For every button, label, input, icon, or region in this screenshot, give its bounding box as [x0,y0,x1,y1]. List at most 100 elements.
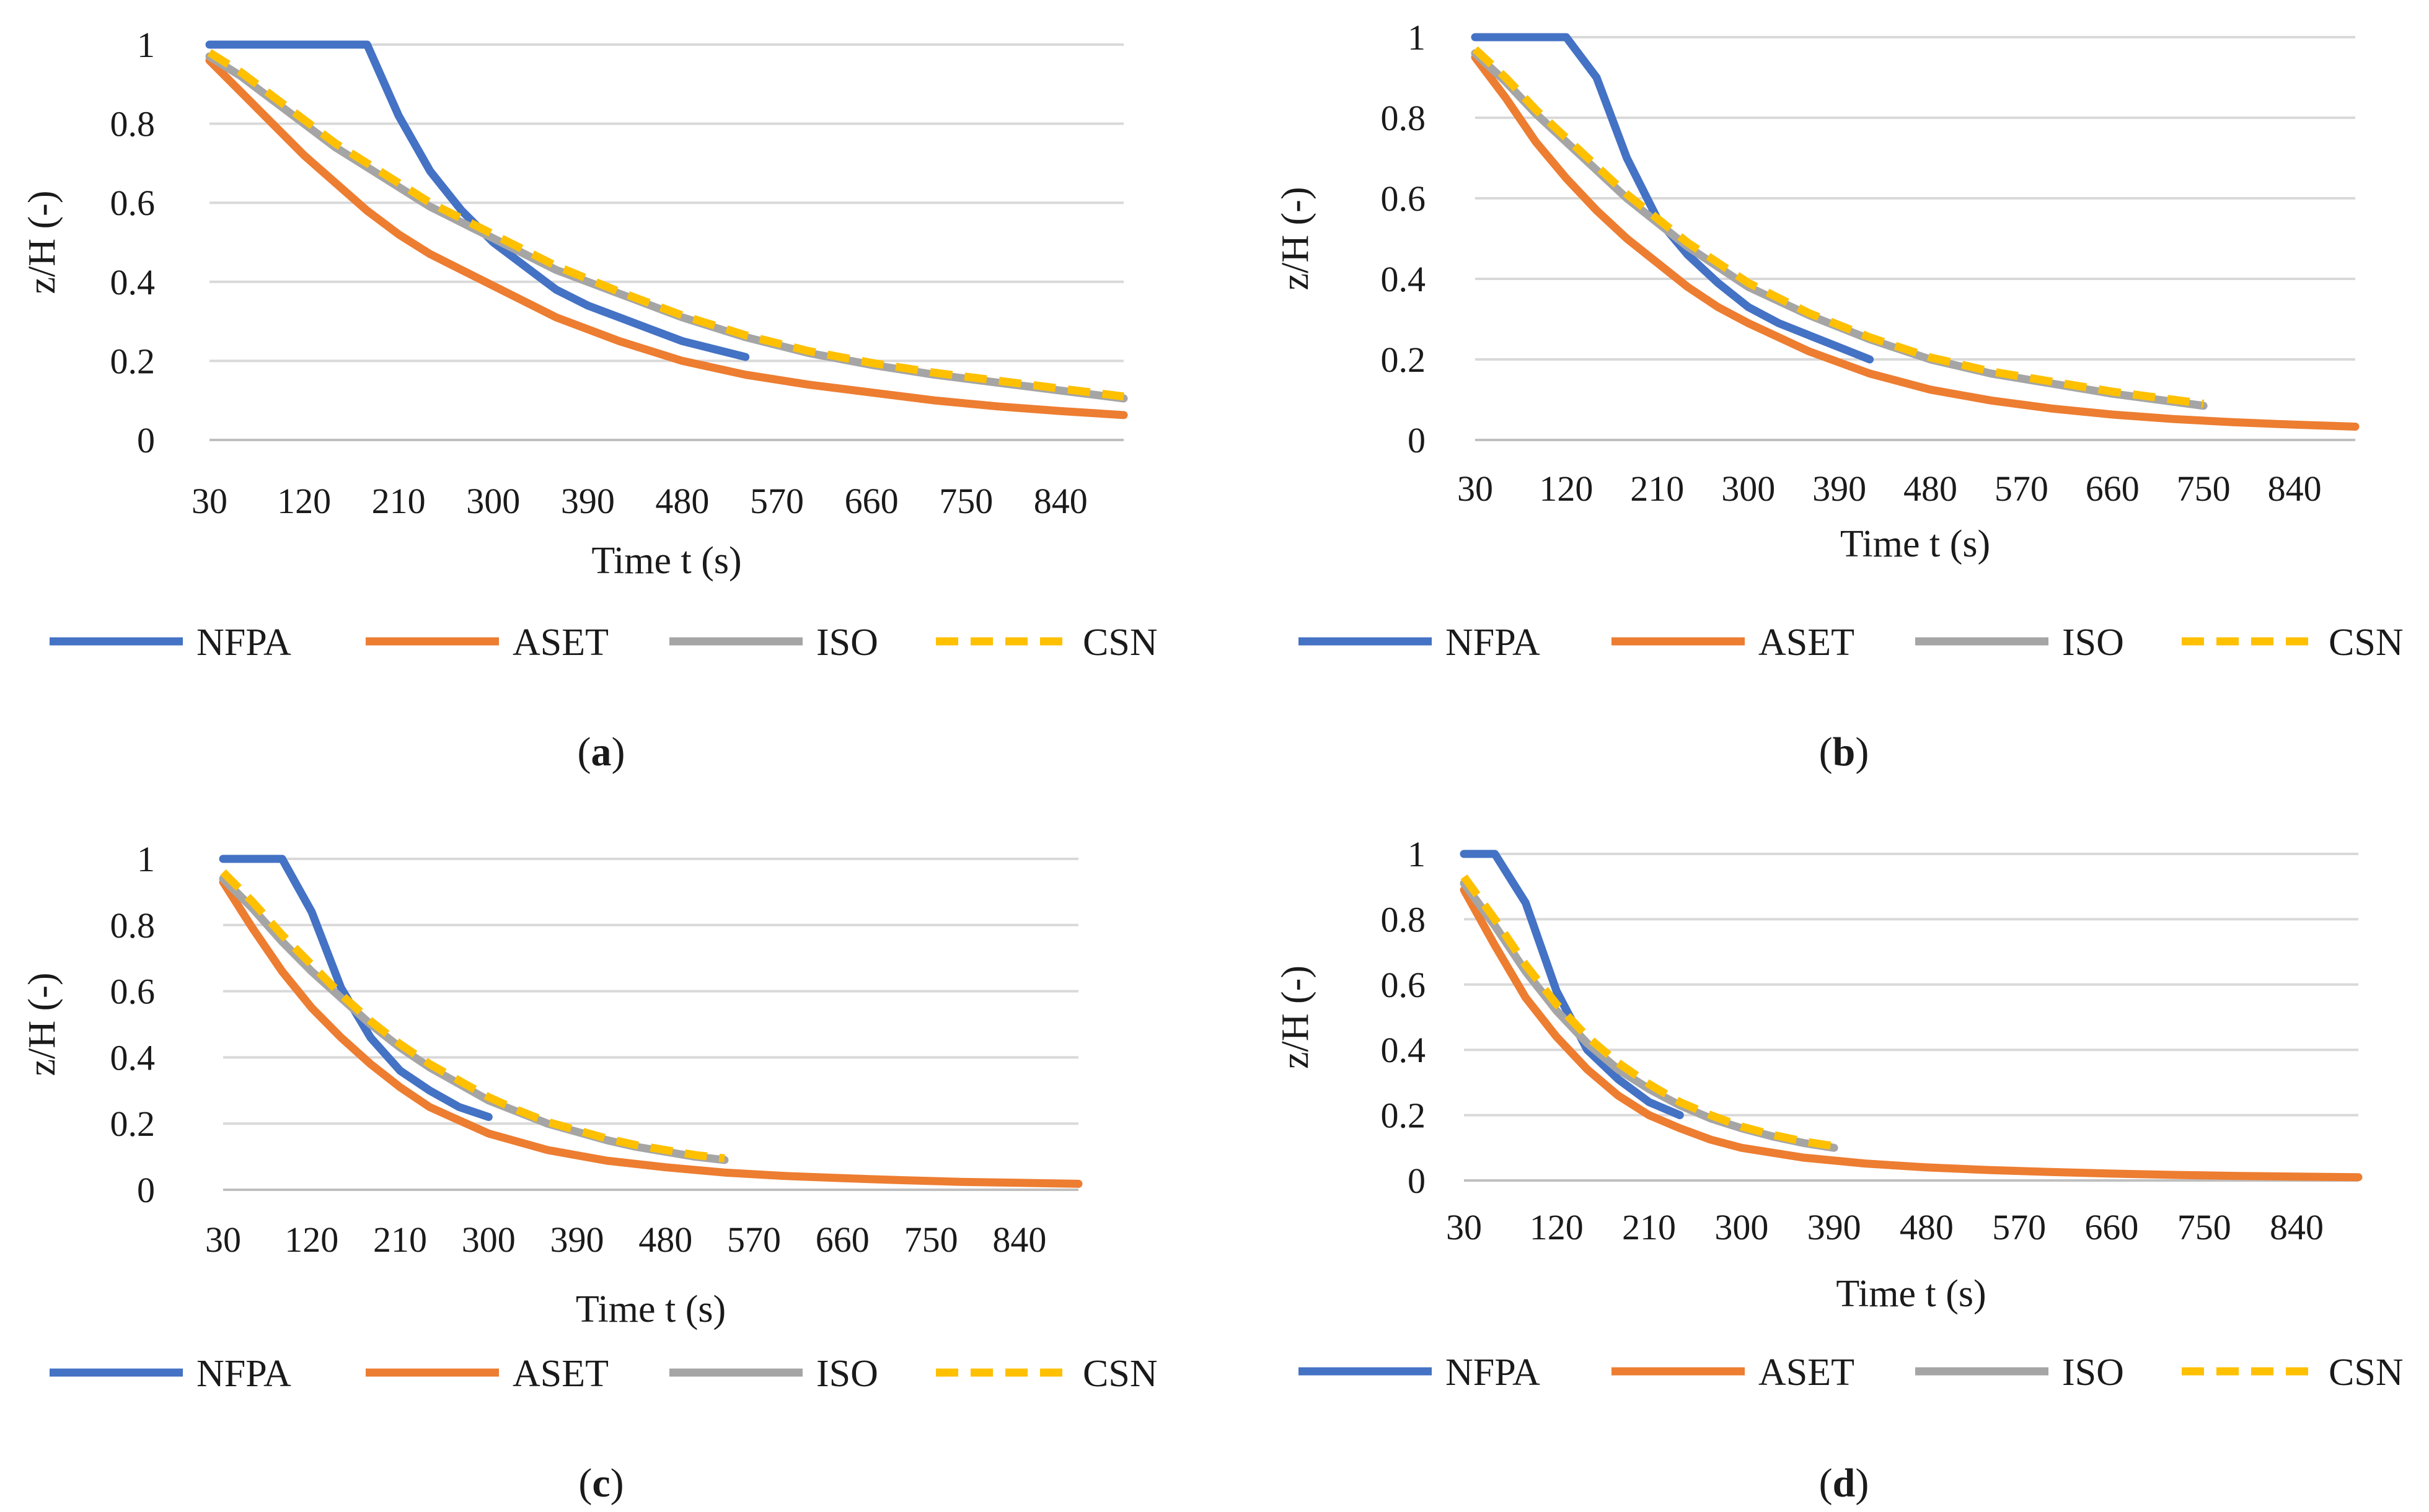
panel-label: (d) [1819,1461,1869,1506]
y-tick-label: 1 [1408,17,1426,58]
y-tick-label: 0.8 [1381,98,1426,138]
x-tick-label: 210 [1622,1207,1676,1247]
y-tick-label: 0.6 [110,972,156,1012]
y-tick-label: 0 [1408,1161,1426,1201]
panel-label: (a) [578,729,625,775]
legend-label-nfpa: NFPA [1445,1352,1540,1394]
series-line-aset [1471,53,2360,431]
panel-label-paren-open: ( [578,729,591,775]
x-tick-label: 480 [655,481,709,521]
y-tick-label: 0.8 [1381,899,1426,939]
legend-label-aset: ASET [1758,1352,1854,1394]
y-tick-label: 0.4 [1381,1030,1426,1070]
legend-label-aset: ASET [1758,622,1854,664]
x-tick-label: 660 [845,481,899,521]
y-axis-title: z/H (-) [21,191,63,294]
x-tick-label: 300 [1721,468,1775,509]
panel-label-paren-close: ) [611,1461,624,1506]
y-tick-label: 0.2 [1381,1096,1426,1136]
y-tick-label: 0.2 [110,1104,156,1144]
x-tick-label: 750 [904,1220,958,1260]
x-axis-title: Time t (s) [576,1288,726,1330]
x-tick-label: 660 [2086,468,2140,509]
x-tick-label: 840 [2268,468,2322,509]
x-axis-title: Time t (s) [591,540,741,582]
x-tick-label: 480 [638,1220,692,1260]
y-axis-title: z/H (-) [1274,187,1316,291]
panel-label-paren-close: ) [1855,1461,1869,1506]
chart-panel-c: 0 0.2 0.4 0.6 0.8 1 30 120 210 300 390 480 570 660 750… [21,839,1158,1506]
x-tick-label: 30 [192,481,227,521]
legend-label-nfpa: NFPA [1445,622,1540,664]
x-tick-label: 390 [1807,1207,1861,1247]
legend-label-iso: ISO [2062,622,2124,664]
legend: NFPA ASET ISO CSN [50,1353,1158,1395]
x-tick-label: 660 [816,1220,870,1260]
x-tick-label: 120 [1539,468,1593,509]
series-line-aset [219,877,1083,1188]
x-tick-label: 120 [1530,1207,1584,1247]
x-tick-label: 750 [939,481,993,521]
panel-label-letter: c [592,1461,610,1506]
series-line-csn [1472,46,2205,408]
y-tick-label: 0.4 [110,1037,156,1078]
x-tick-label: 390 [561,481,615,521]
x-tick-label: 840 [992,1220,1046,1260]
y-tick-label: 0.2 [110,341,156,381]
y-tick-label: 0.6 [110,183,156,223]
legend-label-nfpa: NFPA [196,622,291,664]
x-tick-label: 300 [462,1220,516,1260]
legend-label-csn: CSN [1083,1353,1158,1395]
panel-label-letter: d [1833,1461,1856,1506]
y-tick-label: 0 [137,420,155,460]
series-line-csn [1460,874,1835,1151]
panel-label-paren-open: ( [1819,729,1833,775]
legend-label-csn: CSN [2329,622,2404,664]
x-tick-label: 570 [1995,468,2048,509]
y-tick-label: 0 [1408,420,1426,460]
y-tick-label: 0.4 [1381,259,1426,299]
x-tick-label: 570 [727,1220,781,1260]
y-tick-label: 0.6 [1381,965,1426,1005]
x-tick-label: 750 [2177,1207,2231,1247]
legend: NFPA ASET ISO CSN [1298,1352,2404,1394]
series-line-iso [1471,49,2208,410]
y-tick-label: 0.2 [1381,340,1426,380]
x-tick-label: 30 [1457,468,1493,509]
x-tick-label: 750 [2177,468,2231,509]
x-tick-label: 300 [1714,1207,1768,1247]
y-tick-label: 1 [137,839,155,879]
x-tick-label: 570 [750,481,804,521]
legend-label-aset: ASET [513,1353,609,1395]
y-tick-label: 0 [137,1170,155,1210]
x-tick-label: 120 [277,481,331,521]
x-tick-label: 660 [2084,1207,2138,1247]
x-axis-title: Time t (s) [1836,1273,1986,1315]
x-tick-label: 210 [372,481,426,521]
panel-label-paren-close: ) [612,729,625,775]
y-tick-label: 1 [137,25,155,65]
series-line-iso [219,874,729,1164]
y-tick-label: 0.6 [1381,178,1426,219]
legend-label-iso: ISO [816,622,878,664]
legend: NFPA ASET ISO CSN [1298,622,2404,664]
series-line-aset [205,56,1128,420]
x-tick-label: 390 [550,1220,604,1260]
x-tick-label: 300 [466,481,520,521]
x-axis-title: Time t (s) [1840,523,1990,565]
series-line-aset [1460,886,2363,1182]
x-tick-label: 480 [1903,468,1957,509]
y-tick-label: 0.8 [110,104,156,144]
series-line-csn [220,869,725,1163]
chart-panel-a: 0 0.2 0.4 0.6 0.8 1 30 120 210 300 390 480 570 660 750… [21,25,1158,775]
panel-label: (c) [578,1461,624,1506]
y-axis-title: z/H (-) [21,973,63,1076]
legend-label-iso: ISO [2062,1352,2124,1394]
legend-label-csn: CSN [2329,1352,2404,1394]
x-tick-label: 840 [1034,481,1088,521]
legend-label-nfpa: NFPA [196,1353,291,1395]
series-line-iso [1460,879,1838,1152]
x-tick-label: 30 [1446,1207,1482,1247]
panel-label-paren-close: ) [1855,729,1869,775]
